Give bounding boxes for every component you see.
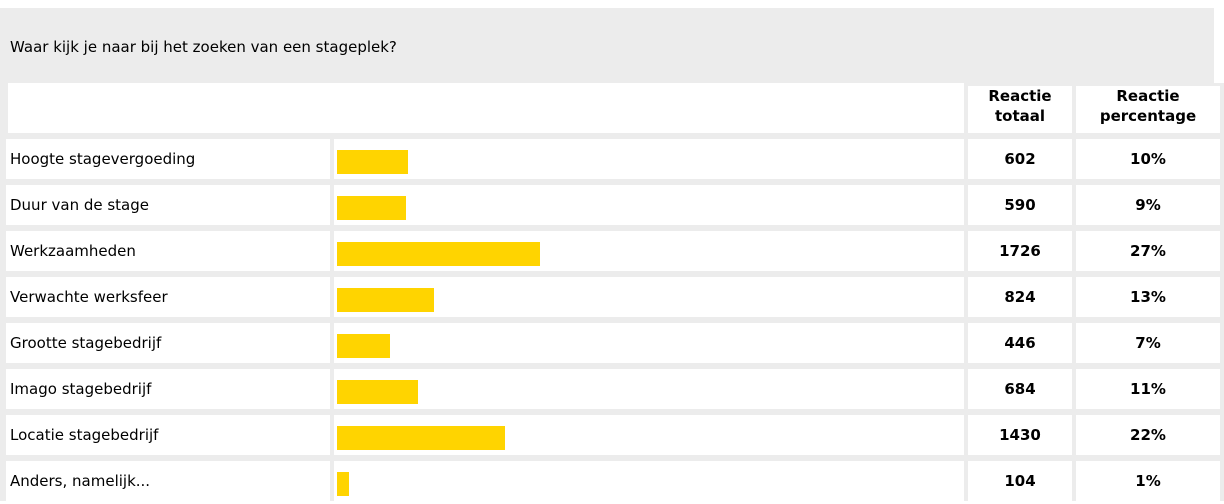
category-cell: Verwachte werksfeer — [6, 277, 330, 317]
category-label: Grootte stagebedrijf — [10, 334, 162, 352]
total-cell: 1430 — [968, 415, 1072, 455]
percentage-value: 10% — [1130, 150, 1166, 168]
bar — [337, 242, 540, 266]
category-label: Hoogte stagevergoeding — [10, 150, 196, 168]
bar-cell — [334, 277, 964, 317]
category-label: Anders, namelijk... — [10, 472, 151, 490]
total-cell: 602 — [968, 139, 1072, 179]
table-row: Hoogte stagevergoeding 602 10% — [0, 133, 1224, 179]
percentage-value: 27% — [1130, 242, 1166, 260]
total-cell: 446 — [968, 323, 1072, 363]
total-cell: 1726 — [968, 231, 1072, 271]
bar-cell — [334, 323, 964, 363]
question-header: Waar kijk je naar bij het zoeken van een… — [0, 8, 1224, 83]
percentage-cell: 1% — [1076, 461, 1220, 501]
total-value: 1726 — [999, 242, 1041, 260]
total-cell: 824 — [968, 277, 1072, 317]
percentage-value: 11% — [1130, 380, 1166, 398]
header-percentage: Reactie percentage — [1076, 86, 1220, 133]
bar-cell — [334, 461, 964, 501]
category-cell: Duur van de stage — [6, 185, 330, 225]
category-label: Werkzaamheden — [10, 242, 136, 260]
percentage-cell: 13% — [1076, 277, 1220, 317]
total-value: 446 — [1004, 334, 1036, 352]
total-value: 602 — [1004, 150, 1036, 168]
table-row: Werkzaamheden 1726 27% — [0, 225, 1224, 271]
total-value: 824 — [1004, 288, 1036, 306]
question-text: Waar kijk je naar bij het zoeken van een… — [10, 38, 397, 56]
bar — [337, 472, 349, 496]
header-pct-line1: Reactie — [1116, 87, 1180, 105]
bar-cell — [334, 369, 964, 409]
column-header-row: Reactie totaal Reactie percentage — [0, 83, 1224, 133]
percentage-cell: 9% — [1076, 185, 1220, 225]
header-total-line1: Reactie — [988, 87, 1052, 105]
percentage-value: 13% — [1130, 288, 1166, 306]
category-cell: Locatie stagebedrijf — [6, 415, 330, 455]
total-value: 684 — [1004, 380, 1036, 398]
bar-cell — [334, 415, 964, 455]
percentage-cell: 10% — [1076, 139, 1220, 179]
total-cell: 590 — [968, 185, 1072, 225]
category-cell: Werkzaamheden — [6, 231, 330, 271]
category-cell: Grootte stagebedrijf — [6, 323, 330, 363]
percentage-cell: 7% — [1076, 323, 1220, 363]
percentage-cell: 27% — [1076, 231, 1220, 271]
header-blank-cell — [8, 83, 964, 133]
table-row: Duur van de stage 590 9% — [0, 179, 1224, 225]
percentage-value: 7% — [1135, 334, 1161, 352]
bar-cell — [334, 139, 964, 179]
percentage-cell: 11% — [1076, 369, 1220, 409]
category-label: Verwachte werksfeer — [10, 288, 168, 306]
bar — [337, 334, 390, 358]
total-value: 1430 — [999, 426, 1041, 444]
category-cell: Hoogte stagevergoeding — [6, 139, 330, 179]
total-value: 590 — [1004, 196, 1036, 214]
total-value: 104 — [1004, 472, 1036, 490]
table-row: Verwachte werksfeer 824 13% — [0, 271, 1224, 317]
header-edge — [1214, 8, 1224, 83]
bar — [337, 426, 505, 450]
percentage-value: 1% — [1135, 472, 1161, 490]
category-label: Imago stagebedrijf — [10, 380, 152, 398]
table-row: Imago stagebedrijf 684 11% — [0, 363, 1224, 409]
table-row: Locatie stagebedrijf 1430 22% — [0, 409, 1224, 455]
category-label: Locatie stagebedrijf — [10, 426, 159, 444]
header-pct-line2: percentage — [1099, 107, 1197, 125]
table-row: Grootte stagebedrijf 446 7% — [0, 317, 1224, 363]
bar — [337, 288, 434, 312]
header-total-line2: totaal — [994, 107, 1046, 125]
bar — [337, 150, 408, 174]
bar-cell — [334, 231, 964, 271]
category-label: Duur van de stage — [10, 196, 149, 214]
table-row: Anders, namelijk... 104 1% — [0, 455, 1224, 501]
category-cell: Anders, namelijk... — [6, 461, 330, 501]
percentage-cell: 22% — [1076, 415, 1220, 455]
category-cell: Imago stagebedrijf — [6, 369, 330, 409]
bar-cell — [334, 185, 964, 225]
header-total: Reactie totaal — [968, 86, 1072, 133]
bar — [337, 380, 418, 404]
total-cell: 684 — [968, 369, 1072, 409]
total-cell: 104 — [968, 461, 1072, 501]
results-table: Hoogte stagevergoeding 602 10% Duur van de … — [0, 133, 1224, 501]
percentage-value: 9% — [1135, 196, 1161, 214]
percentage-value: 22% — [1130, 426, 1166, 444]
bar — [337, 196, 406, 220]
